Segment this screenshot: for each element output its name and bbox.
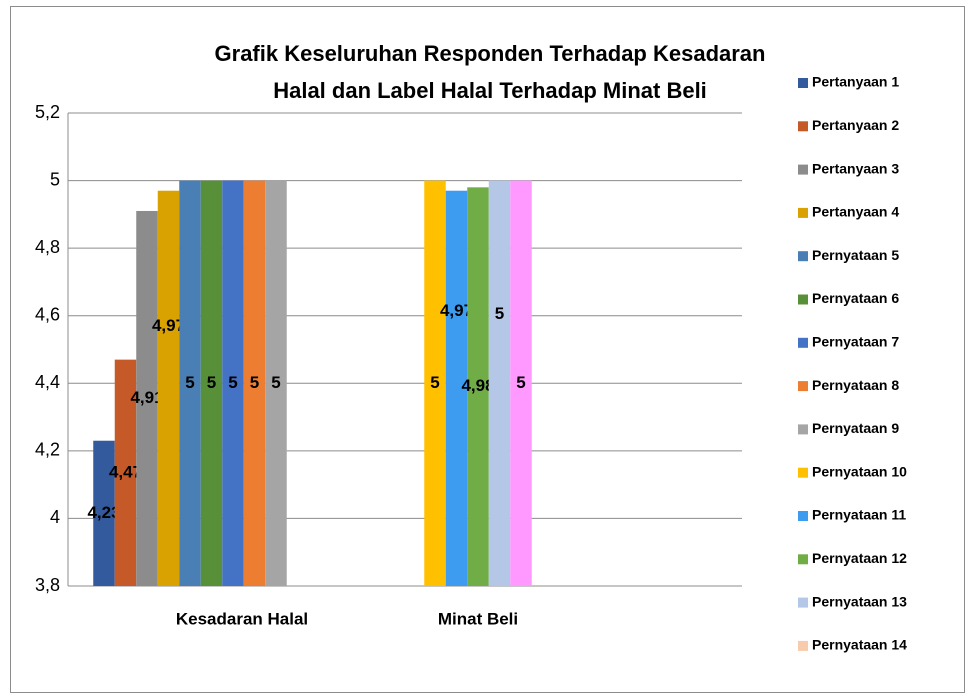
legend-swatch	[798, 467, 808, 478]
bar	[200, 180, 223, 587]
legend-label: Pernyataan 14	[812, 637, 907, 653]
legend-swatch	[798, 424, 808, 435]
y-tick-label: 4,4	[35, 372, 60, 392]
legend-swatch	[798, 78, 808, 88]
data-label: 5	[207, 373, 216, 392]
legend-swatch	[798, 337, 808, 348]
y-tick-label: 5	[50, 169, 60, 189]
data-label: 4,91	[130, 388, 163, 407]
legend-swatch	[798, 554, 808, 565]
legend-swatch	[798, 511, 808, 521]
bar	[222, 180, 244, 587]
y-tick-label: 4,2	[35, 440, 60, 460]
legend-label: Pernyataan 5	[812, 247, 899, 263]
data-label: 4,23	[87, 503, 120, 522]
x-tick-label: Kesadaran Halal	[176, 609, 308, 628]
legend-swatch	[798, 381, 808, 392]
data-label: 5	[495, 304, 504, 323]
data-label: 5	[271, 373, 280, 392]
bar	[510, 180, 532, 587]
legend-label: Pernyataan 8	[812, 377, 899, 393]
data-label: 5	[250, 373, 259, 392]
bar	[265, 180, 287, 587]
bar	[157, 190, 180, 586]
bar	[243, 180, 266, 587]
legend-label: Pertanyaan 2	[812, 117, 899, 133]
data-label: 5	[228, 373, 237, 392]
legend-label: Pernyataan 11	[812, 507, 906, 523]
legend-swatch	[798, 121, 808, 132]
legend-label: Pernyataan 7	[812, 334, 899, 350]
bar	[93, 440, 115, 586]
y-tick-label: 4,6	[35, 304, 60, 324]
legend-label: Pernyataan 10	[812, 463, 907, 479]
legend-label: Pernyataan 6	[812, 290, 899, 306]
legend-label: Pernyataan 12	[812, 550, 907, 566]
legend-label: Pernyataan 13	[812, 593, 907, 609]
y-tick-label: 3,8	[35, 575, 60, 595]
bar	[488, 180, 511, 587]
bar	[179, 180, 201, 587]
data-label: 4,47	[109, 462, 142, 481]
legend-label: Pertanyaan 3	[812, 160, 899, 176]
bar	[424, 180, 446, 587]
data-label: 5	[185, 373, 194, 392]
legend-swatch	[798, 640, 808, 651]
legend-swatch	[798, 294, 808, 305]
chart-title: Grafik Keseluruhan Responden Terhadap Ke…	[215, 41, 766, 66]
chart-title: Halal dan Label Halal Terhadap Minat Bel…	[273, 78, 707, 103]
legend-swatch	[798, 207, 808, 218]
data-label: 4,98	[461, 376, 494, 395]
legend-label: Pernyataan 9	[812, 420, 899, 436]
legend-label: Pertanyaan 1	[812, 74, 899, 90]
data-label: 4,97	[152, 316, 185, 335]
data-label: 4,97	[440, 301, 473, 320]
legend-swatch	[798, 251, 808, 262]
legend-swatch	[798, 597, 808, 608]
y-tick-label: 4,8	[35, 237, 60, 257]
bar	[467, 187, 489, 587]
legend-swatch	[798, 164, 808, 175]
data-label: 5	[516, 373, 525, 392]
bar	[114, 359, 137, 586]
legend-label: Pertanyaan 4	[812, 204, 899, 220]
y-tick-label: 5,2	[35, 102, 60, 122]
bar	[136, 210, 158, 586]
y-tick-label: 4	[50, 507, 60, 527]
data-label: 5	[430, 373, 439, 392]
x-tick-label: Minat Beli	[438, 609, 518, 628]
bar	[445, 190, 468, 586]
